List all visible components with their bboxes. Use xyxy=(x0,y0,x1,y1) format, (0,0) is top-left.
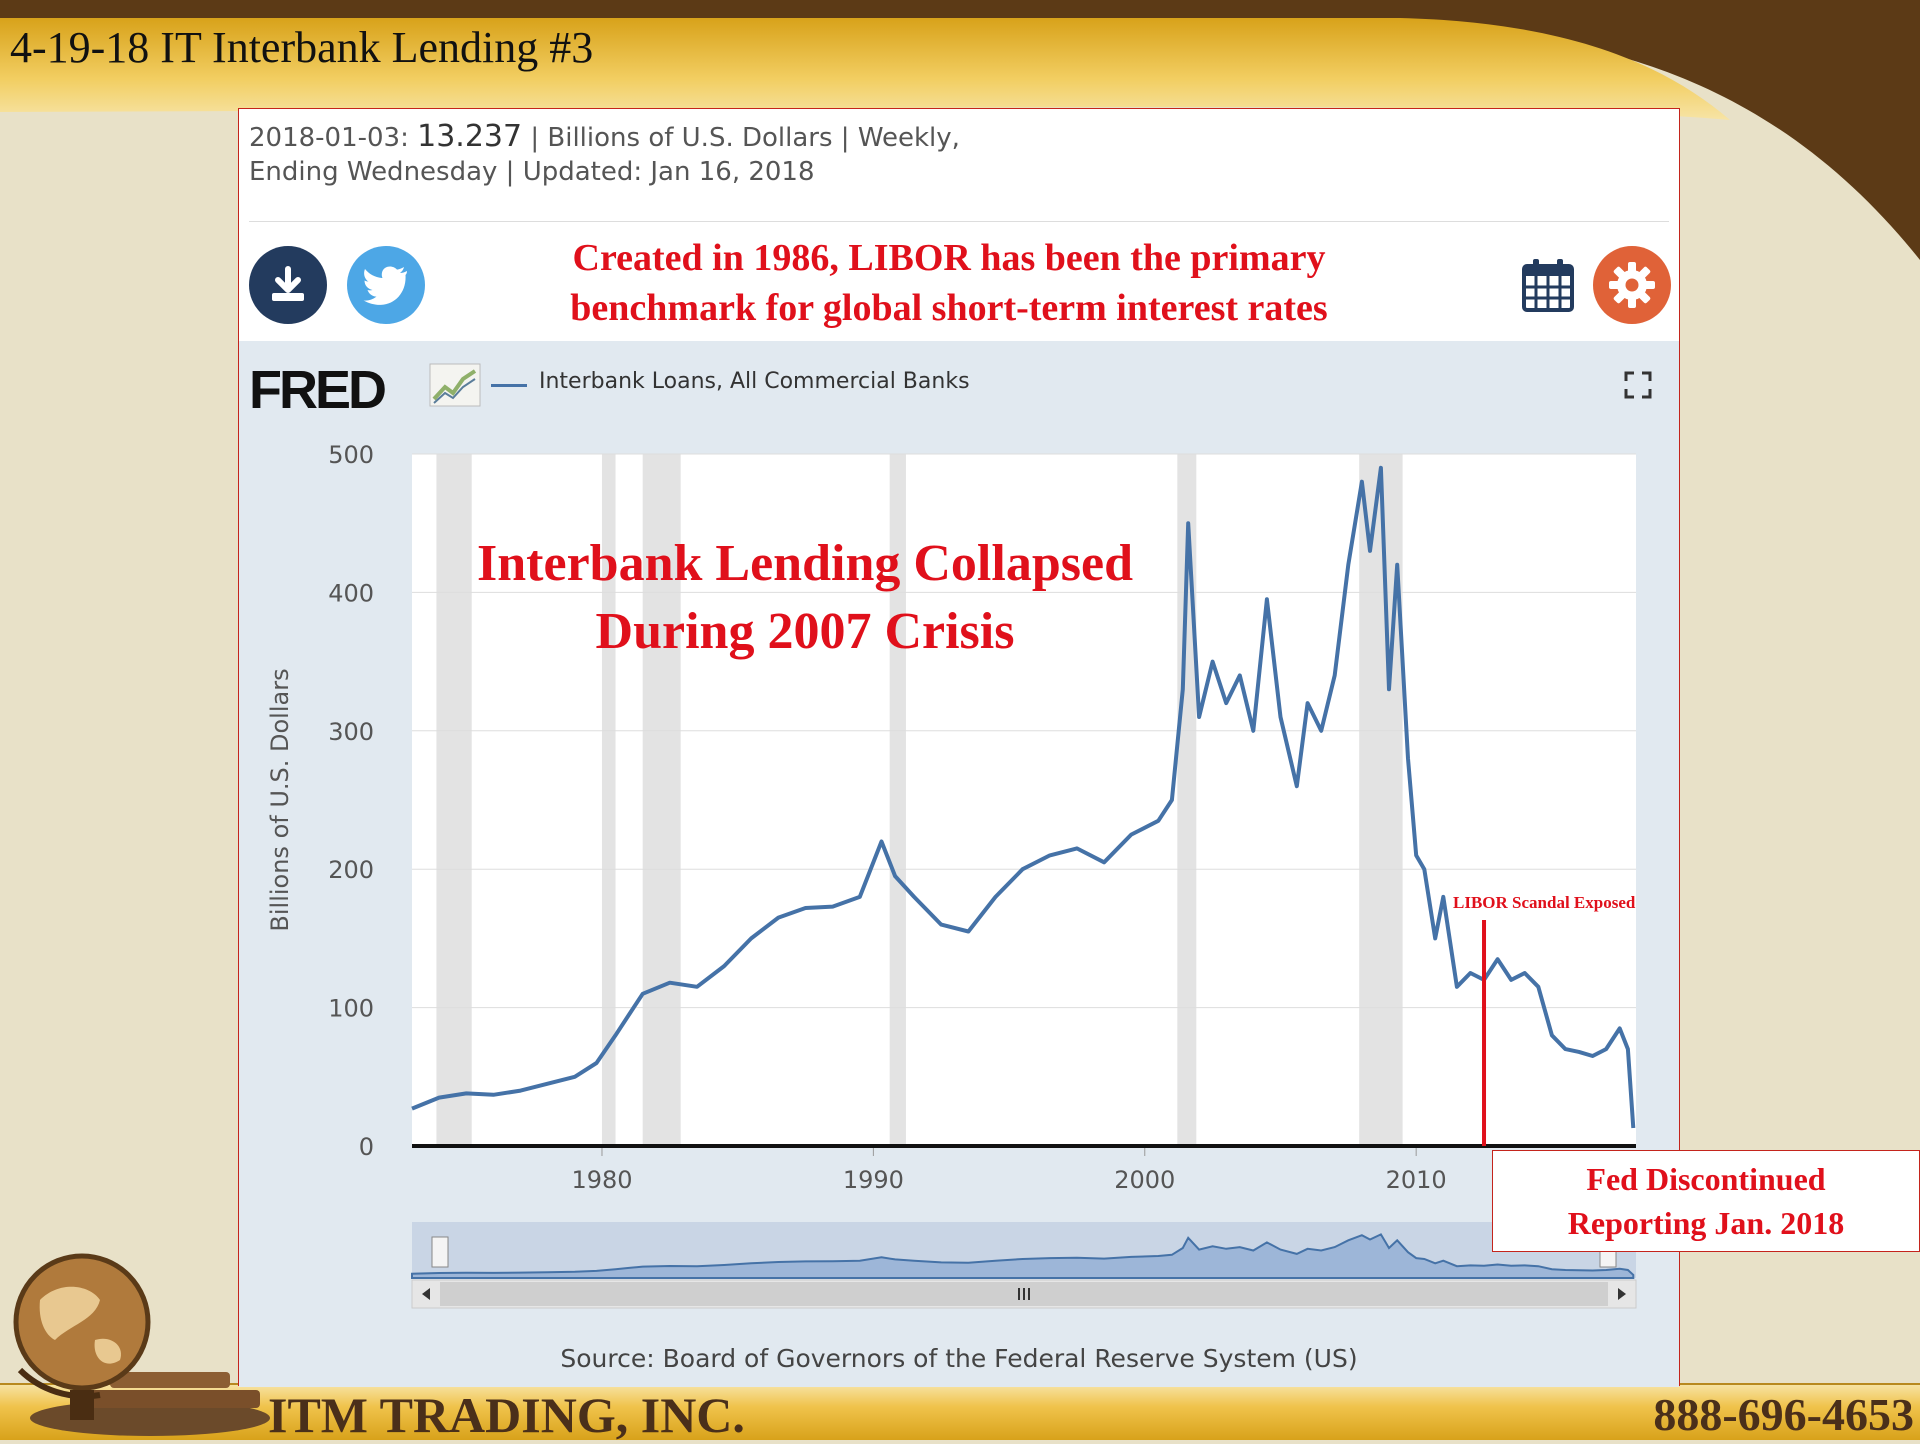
legend-label: Interbank Loans, All Commercial Banks xyxy=(539,369,970,394)
recession-band-5 xyxy=(1359,454,1403,1146)
fullscreen-icon[interactable] xyxy=(1624,371,1652,399)
crisis-line-1: Interbank Lending Collapsed xyxy=(477,535,1133,592)
x-tick-label-1980: 1980 xyxy=(571,1166,632,1194)
crisis-line-2: During 2007 Crisis xyxy=(595,603,1015,660)
info-units: | Billions of U.S. Dollars | Weekly, xyxy=(530,123,960,153)
slide-title: 4-19-18 IT Interbank Lending #3 xyxy=(10,23,594,72)
info-date: 2018-01-03: xyxy=(249,123,409,153)
y-tick-label-500: 500 xyxy=(328,441,374,469)
scroll-right-arrow[interactable] xyxy=(1618,1288,1626,1300)
recession-band-2 xyxy=(642,454,681,1146)
twitter-icon xyxy=(363,266,407,305)
y-tick-label-0: 0 xyxy=(359,1133,374,1161)
info-line-1: 2018-01-03: 13.237 | Billions of U.S. Do… xyxy=(249,119,960,154)
y-axis-label: Billions of U.S. Dollars xyxy=(266,668,294,931)
x-tick-label-1990: 1990 xyxy=(843,1166,904,1194)
fred-logo: FRED xyxy=(249,360,387,420)
fed-discontinued-box: Fed Discontinued Reporting Jan. 2018 xyxy=(1492,1150,1920,1252)
recession-band-4 xyxy=(1177,454,1197,1146)
recession-band-3 xyxy=(889,454,906,1146)
y-tick-label-100: 100 xyxy=(328,995,374,1023)
source-note: Source: Board of Governors of the Federa… xyxy=(560,1344,1358,1373)
scrollbar-grip-0 xyxy=(1018,1288,1020,1300)
scrollbar-grip-1 xyxy=(1023,1288,1025,1300)
gear-icon xyxy=(1609,262,1655,308)
fred-chart-icon xyxy=(429,363,481,407)
recession-band-1 xyxy=(601,454,616,1146)
download-button[interactable] xyxy=(249,246,327,324)
legend-swatch xyxy=(491,384,527,387)
y-tick-label-300: 300 xyxy=(328,718,374,746)
phone-number: 888-696-4653 xyxy=(1653,1389,1914,1440)
y-tick-label-200: 200 xyxy=(328,856,374,884)
twitter-button[interactable] xyxy=(347,246,425,324)
libor-scandal-label: LIBOR Scandal Exposed xyxy=(1453,893,1636,912)
info-line-2: Ending Wednesday | Updated: Jan 16, 2018 xyxy=(249,157,815,187)
libor-caption: Created in 1986, LIBOR has been the prim… xyxy=(489,233,1409,333)
y-tick-label-400: 400 xyxy=(328,579,374,607)
scroll-left-arrow[interactable] xyxy=(422,1288,430,1300)
calendar-button[interactable] xyxy=(1509,246,1587,324)
chart: 0 100 200 300 400 500 1980 1990 2000 2010 Billions… xyxy=(266,441,1637,1309)
series-line-0 xyxy=(411,465,1636,1129)
scrollbar-grip-2 xyxy=(1028,1288,1030,1300)
recession-band-0 xyxy=(436,454,472,1146)
fed-line-2: Reporting Jan. 2018 xyxy=(1567,1205,1845,1241)
caption-line-2: benchmark for global short-term interest… xyxy=(570,287,1328,329)
calendar-icon xyxy=(1522,259,1574,312)
plot-area xyxy=(412,454,1636,1146)
x-tick-label-2000: 2000 xyxy=(1114,1166,1175,1194)
divider xyxy=(249,221,1669,222)
navigator-handle-left[interactable] xyxy=(431,1236,449,1268)
caption-line-1: Created in 1986, LIBOR has been the prim… xyxy=(572,237,1326,279)
x-tick-label-2010: 2010 xyxy=(1386,1166,1447,1194)
settings-button[interactable] xyxy=(1593,246,1671,324)
fed-line-1: Fed Discontinued xyxy=(1586,1161,1826,1197)
globe-logo xyxy=(13,1253,270,1436)
download-icon xyxy=(272,266,304,301)
info-value: 13.237 xyxy=(417,119,523,154)
navigator-series xyxy=(411,1233,1635,1279)
company-name: ITM TRADING, INC. xyxy=(268,1387,745,1443)
crisis-annotation: Interbank Lending Collapsed During 2007 … xyxy=(420,530,1190,666)
